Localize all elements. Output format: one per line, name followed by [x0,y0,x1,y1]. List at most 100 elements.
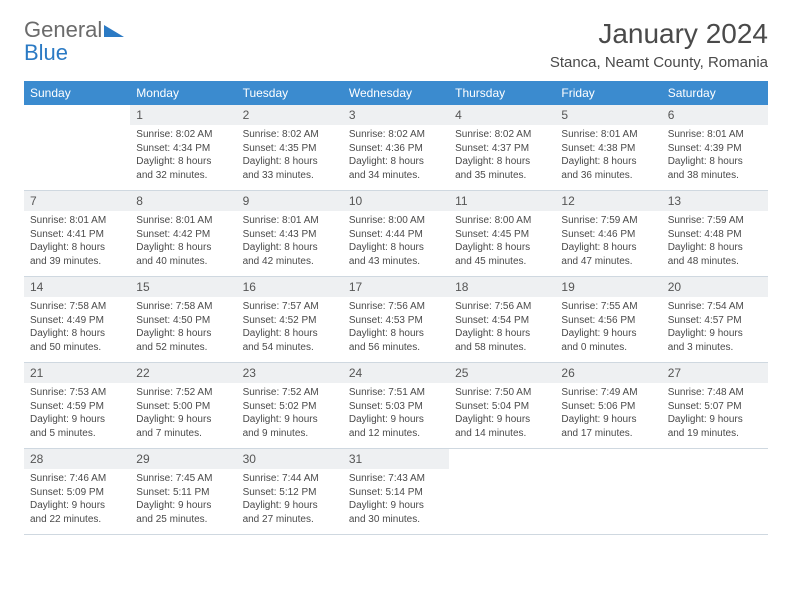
day-body [662,455,768,503]
sunrise-text: Sunrise: 7:55 AM [561,300,655,314]
logo-text-general: General [24,17,102,42]
day-number: 31 [343,449,449,469]
sunrise-text: Sunrise: 8:01 AM [561,128,655,142]
sunrise-text: Sunrise: 7:43 AM [349,472,443,486]
calendar-day-cell: 27Sunrise: 7:48 AMSunset: 5:07 PMDayligh… [662,363,768,449]
sunset-text: Sunset: 5:14 PM [349,486,443,500]
day-number: 14 [24,277,130,297]
sunrise-text: Sunrise: 7:56 AM [349,300,443,314]
daylight-text: Daylight: 8 hours and 54 minutes. [243,327,337,354]
sunset-text: Sunset: 5:02 PM [243,400,337,414]
sunrise-text: Sunrise: 8:02 AM [349,128,443,142]
calendar-day-cell: 8Sunrise: 8:01 AMSunset: 4:42 PMDaylight… [130,191,236,277]
daylight-text: Daylight: 8 hours and 35 minutes. [455,155,549,182]
day-number: 29 [130,449,236,469]
daylight-text: Daylight: 9 hours and 7 minutes. [136,413,230,440]
sunset-text: Sunset: 4:41 PM [30,228,124,242]
sunrise-text: Sunrise: 7:58 AM [30,300,124,314]
flag-icon [104,18,124,41]
day-body: Sunrise: 7:59 AMSunset: 4:48 PMDaylight:… [662,211,768,276]
daylight-text: Daylight: 8 hours and 48 minutes. [668,241,762,268]
calendar-day-cell: 3Sunrise: 8:02 AMSunset: 4:36 PMDaylight… [343,105,449,191]
day-body: Sunrise: 7:51 AMSunset: 5:03 PMDaylight:… [343,383,449,448]
day-body: Sunrise: 7:56 AMSunset: 4:53 PMDaylight:… [343,297,449,362]
calendar-day-cell: 15Sunrise: 7:58 AMSunset: 4:50 PMDayligh… [130,277,236,363]
sunset-text: Sunset: 4:45 PM [455,228,549,242]
calendar-day-cell: 22Sunrise: 7:52 AMSunset: 5:00 PMDayligh… [130,363,236,449]
day-body: Sunrise: 7:52 AMSunset: 5:02 PMDaylight:… [237,383,343,448]
day-body: Sunrise: 7:50 AMSunset: 5:04 PMDaylight:… [449,383,555,448]
daylight-text: Daylight: 8 hours and 42 minutes. [243,241,337,268]
daylight-text: Daylight: 8 hours and 32 minutes. [136,155,230,182]
day-number: 9 [237,191,343,211]
sunrise-text: Sunrise: 7:54 AM [668,300,762,314]
sunset-text: Sunset: 5:07 PM [668,400,762,414]
sunrise-text: Sunrise: 8:00 AM [349,214,443,228]
sunset-text: Sunset: 5:09 PM [30,486,124,500]
calendar-day-cell [449,449,555,535]
sunset-text: Sunset: 4:43 PM [243,228,337,242]
calendar-day-cell: 4Sunrise: 8:02 AMSunset: 4:37 PMDaylight… [449,105,555,191]
sunrise-text: Sunrise: 8:02 AM [243,128,337,142]
day-number: 28 [24,449,130,469]
sunrise-text: Sunrise: 8:01 AM [30,214,124,228]
day-body: Sunrise: 7:58 AMSunset: 4:49 PMDaylight:… [24,297,130,362]
calendar-day-cell: 21Sunrise: 7:53 AMSunset: 4:59 PMDayligh… [24,363,130,449]
sunset-text: Sunset: 5:03 PM [349,400,443,414]
calendar-day-cell: 9Sunrise: 8:01 AMSunset: 4:43 PMDaylight… [237,191,343,277]
daylight-text: Daylight: 9 hours and 17 minutes. [561,413,655,440]
day-number: 23 [237,363,343,383]
day-number: 6 [662,105,768,125]
weekday-header: Monday [130,81,236,105]
day-body: Sunrise: 7:46 AMSunset: 5:09 PMDaylight:… [24,469,130,534]
calendar-day-cell: 25Sunrise: 7:50 AMSunset: 5:04 PMDayligh… [449,363,555,449]
day-number: 20 [662,277,768,297]
sunrise-text: Sunrise: 7:51 AM [349,386,443,400]
weekday-header-row: SundayMondayTuesdayWednesdayThursdayFrid… [24,81,768,105]
sunset-text: Sunset: 5:12 PM [243,486,337,500]
day-number: 5 [555,105,661,125]
day-body: Sunrise: 7:55 AMSunset: 4:56 PMDaylight:… [555,297,661,362]
day-body: Sunrise: 7:49 AMSunset: 5:06 PMDaylight:… [555,383,661,448]
sunset-text: Sunset: 4:38 PM [561,142,655,156]
sunrise-text: Sunrise: 7:56 AM [455,300,549,314]
day-body: Sunrise: 7:45 AMSunset: 5:11 PMDaylight:… [130,469,236,534]
daylight-text: Daylight: 9 hours and 12 minutes. [349,413,443,440]
day-body: Sunrise: 7:44 AMSunset: 5:12 PMDaylight:… [237,469,343,534]
calendar-day-cell: 12Sunrise: 7:59 AMSunset: 4:46 PMDayligh… [555,191,661,277]
day-number: 11 [449,191,555,211]
weekday-header: Saturday [662,81,768,105]
sunset-text: Sunset: 4:52 PM [243,314,337,328]
weekday-header: Thursday [449,81,555,105]
daylight-text: Daylight: 9 hours and 9 minutes. [243,413,337,440]
weekday-header: Tuesday [237,81,343,105]
daylight-text: Daylight: 8 hours and 45 minutes. [455,241,549,268]
sunset-text: Sunset: 5:06 PM [561,400,655,414]
sunrise-text: Sunrise: 7:59 AM [668,214,762,228]
day-body: Sunrise: 7:59 AMSunset: 4:46 PMDaylight:… [555,211,661,276]
day-body: Sunrise: 8:00 AMSunset: 4:44 PMDaylight:… [343,211,449,276]
sunset-text: Sunset: 4:44 PM [349,228,443,242]
sunrise-text: Sunrise: 7:48 AM [668,386,762,400]
calendar-day-cell: 23Sunrise: 7:52 AMSunset: 5:02 PMDayligh… [237,363,343,449]
page-title: January 2024 [550,18,768,50]
location: Stanca, Neamt County, Romania [550,54,768,71]
calendar-day-cell: 26Sunrise: 7:49 AMSunset: 5:06 PMDayligh… [555,363,661,449]
sunrise-text: Sunrise: 8:00 AM [455,214,549,228]
day-number: 13 [662,191,768,211]
calendar-day-cell: 31Sunrise: 7:43 AMSunset: 5:14 PMDayligh… [343,449,449,535]
weekday-header: Sunday [24,81,130,105]
calendar-day-cell: 18Sunrise: 7:56 AMSunset: 4:54 PMDayligh… [449,277,555,363]
title-block: January 2024 Stanca, Neamt County, Roman… [550,18,768,71]
sunrise-text: Sunrise: 8:01 AM [136,214,230,228]
weekday-header: Wednesday [343,81,449,105]
daylight-text: Daylight: 8 hours and 38 minutes. [668,155,762,182]
day-body: Sunrise: 7:56 AMSunset: 4:54 PMDaylight:… [449,297,555,362]
day-body [555,455,661,503]
daylight-text: Daylight: 8 hours and 56 minutes. [349,327,443,354]
calendar-day-cell: 30Sunrise: 7:44 AMSunset: 5:12 PMDayligh… [237,449,343,535]
sunset-text: Sunset: 4:39 PM [668,142,762,156]
calendar-day-cell: 6Sunrise: 8:01 AMSunset: 4:39 PMDaylight… [662,105,768,191]
day-body: Sunrise: 7:52 AMSunset: 5:00 PMDaylight:… [130,383,236,448]
day-number: 10 [343,191,449,211]
